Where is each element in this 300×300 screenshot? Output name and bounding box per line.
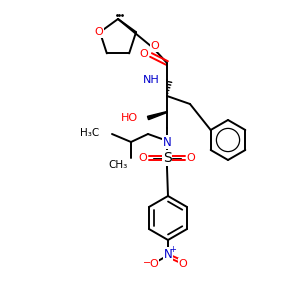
Text: O: O	[94, 27, 103, 37]
Text: −: −	[143, 258, 151, 268]
Text: O: O	[140, 49, 148, 59]
Text: O: O	[187, 153, 195, 163]
Text: O: O	[151, 41, 159, 51]
Text: S: S	[163, 151, 171, 165]
Text: +: +	[169, 244, 176, 253]
Text: N: N	[163, 136, 171, 148]
Text: O: O	[139, 153, 147, 163]
Text: O: O	[178, 259, 188, 269]
Text: H₃C: H₃C	[80, 128, 99, 138]
Text: O: O	[150, 259, 158, 269]
Polygon shape	[148, 112, 167, 120]
Text: NH: NH	[143, 75, 160, 85]
Text: N: N	[164, 248, 172, 260]
Text: CH₃: CH₃	[109, 160, 128, 170]
Text: HO: HO	[121, 113, 138, 123]
